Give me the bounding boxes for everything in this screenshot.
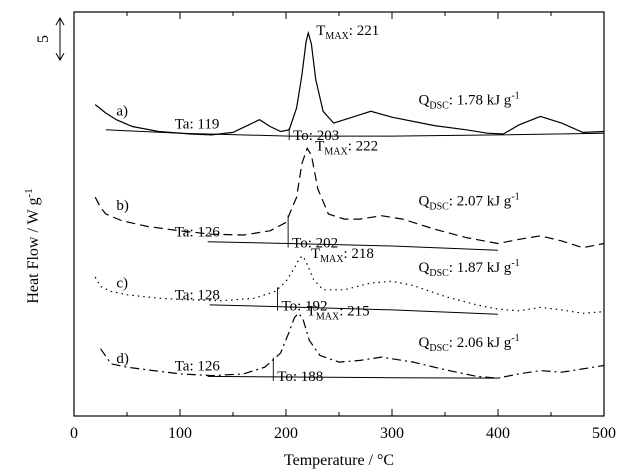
plot-area-border <box>73 11 605 417</box>
tmax-symbol: T <box>311 246 320 262</box>
qdsc-unit-superscript: -1 <box>511 333 519 344</box>
to-annotation: To: 202 <box>292 235 338 251</box>
tmax-value: 218 <box>351 246 374 262</box>
tmax-subscript: MAX <box>325 31 349 42</box>
x-axis-label: Temperature / °C <box>284 452 394 469</box>
qdsc-value: 2.06 kJ g <box>457 335 512 351</box>
series-d-baseline <box>207 375 499 379</box>
to-annotation: To: 203 <box>293 128 339 144</box>
qdsc-separator: : <box>449 194 457 210</box>
curve-label: d) <box>116 351 128 367</box>
y-axis-label-superscript: -1 <box>23 188 35 197</box>
curve-label: c) <box>116 275 128 291</box>
series-layer <box>94 30 605 381</box>
qdsc-subscript: DSC <box>429 202 449 213</box>
tmax-separator: : <box>349 23 357 39</box>
qdsc-symbol: Q <box>419 260 430 276</box>
scale-bar: 5 <box>35 16 65 62</box>
tmax-annotation: TMAX: 222 <box>315 138 378 157</box>
scale-bar-arrow-up <box>55 16 65 26</box>
tmax-symbol: T <box>307 303 316 319</box>
qdsc-unit-superscript: -1 <box>511 258 519 269</box>
qdsc-subscript: DSC <box>429 268 449 279</box>
x-tick-label: 0 <box>70 425 78 442</box>
plot-frame <box>73 11 605 417</box>
qdsc-symbol: Q <box>419 194 430 210</box>
tmax-annotation: TMAX: 221 <box>316 23 379 42</box>
qdsc-value: 1.78 kJ g <box>457 92 512 108</box>
tmax-annotation: TMAX: 218 <box>311 246 374 265</box>
tmax-symbol: T <box>316 23 325 39</box>
ta-annotation: Ta: 128 <box>175 287 220 303</box>
to-annotation: To: 188 <box>277 369 323 385</box>
x-tick-label: 100 <box>168 425 192 442</box>
tmax-subscript: MAX <box>320 254 344 265</box>
ta-annotation: Ta: 126 <box>175 359 221 375</box>
curve-label: b) <box>116 198 128 214</box>
scale-bar-arrow-down <box>55 52 65 62</box>
x-axis-ticks: 0 100 200 300 400 500 <box>70 12 616 442</box>
tmax-separator: : <box>339 303 347 319</box>
tmax-value: 222 <box>356 138 379 154</box>
tmax-annotation: TMAX: 215 <box>307 303 370 322</box>
tmax-value: 215 <box>347 303 370 319</box>
qdsc-subscript: DSC <box>429 100 449 111</box>
x-tick-label: 300 <box>380 425 404 442</box>
series-c-baseline <box>209 304 499 315</box>
y-axis-label: Heat Flow / W g-1 <box>23 188 42 303</box>
series-d-curve <box>100 312 605 379</box>
qdsc-separator: : <box>449 92 457 108</box>
x-tick-label: 500 <box>592 425 616 442</box>
tmax-symbol: T <box>315 138 324 154</box>
tmax-value: 221 <box>357 23 380 39</box>
qdsc-separator: : <box>449 260 457 276</box>
ta-annotation: Ta: 119 <box>175 117 220 133</box>
series-b-curve <box>94 146 605 249</box>
qdsc-symbol: Q <box>419 335 430 351</box>
curve-label: a) <box>116 104 128 120</box>
qdsc-symbol: Q <box>419 92 430 108</box>
qdsc-annotation: QDSC: 2.07 kJ g-1 <box>419 192 520 213</box>
qdsc-annotation: QDSC: 2.06 kJ g-1 <box>419 333 520 354</box>
qdsc-annotation: QDSC: 1.78 kJ g-1 <box>419 90 520 111</box>
qdsc-value: 2.07 kJ g <box>457 194 512 210</box>
qdsc-subscript: DSC <box>429 343 449 354</box>
qdsc-unit-superscript: -1 <box>511 90 519 101</box>
tmax-separator: : <box>343 246 351 262</box>
series-a-curve <box>94 30 605 136</box>
scale-bar-label: 5 <box>35 35 52 43</box>
tmax-separator: : <box>348 138 356 154</box>
tmax-subscript: MAX <box>316 311 340 322</box>
qdsc-separator: : <box>449 335 457 351</box>
y-axis-label-main: Heat Flow / W g <box>25 198 42 304</box>
x-tick-label: 400 <box>486 425 510 442</box>
qdsc-annotation: QDSC: 1.87 kJ g-1 <box>419 258 520 279</box>
tmax-subscript: MAX <box>324 146 348 157</box>
qdsc-value: 1.87 kJ g <box>457 260 512 276</box>
x-tick-label: 200 <box>274 425 298 442</box>
to-annotation: To: 192 <box>282 299 328 315</box>
series-a-baseline <box>105 129 605 137</box>
ta-annotation: Ta: 126 <box>175 224 221 240</box>
series-b-baseline <box>207 241 499 251</box>
qdsc-unit-superscript: -1 <box>511 192 519 203</box>
